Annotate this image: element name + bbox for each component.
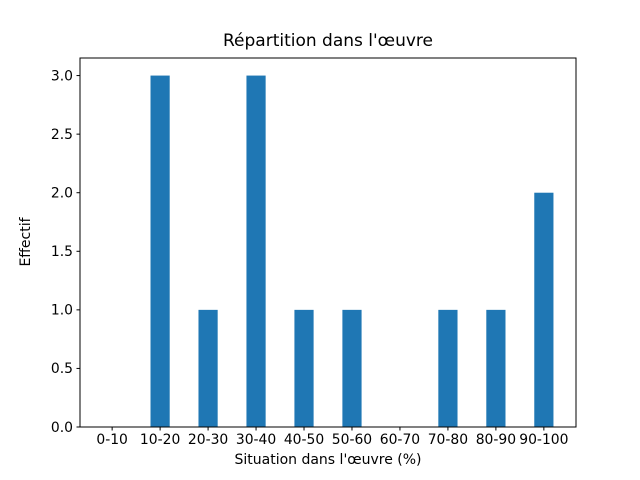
y-tick-label: 1.5 xyxy=(51,244,73,260)
axes-spines xyxy=(79,57,577,428)
bar-70-80 xyxy=(438,309,458,427)
bar-20-30 xyxy=(198,309,218,427)
x-tick-label: 0-10 xyxy=(96,432,128,448)
x-tick-label: 50-60 xyxy=(332,432,372,448)
y-tick-label: 3.0 xyxy=(51,68,73,84)
x-tick-label: 10-20 xyxy=(140,432,180,448)
x-tick-label: 20-30 xyxy=(188,432,228,448)
x-axis-label: Situation dans l'œuvre (%) xyxy=(234,452,422,468)
bar-30-40 xyxy=(246,75,266,427)
y-tick-label: 0.0 xyxy=(51,420,73,436)
y-axis-label: Effectif xyxy=(18,217,34,267)
bar-80-90 xyxy=(486,309,506,427)
x-tick-label: 80-90 xyxy=(476,432,516,448)
bar-90-100 xyxy=(534,192,554,427)
x-tick-label: 60-70 xyxy=(380,432,420,448)
x-tick-label: 40-50 xyxy=(284,432,324,448)
x-tick-label: 90-100 xyxy=(519,432,568,448)
chart-title: Répartition dans l'œuvre xyxy=(222,31,433,51)
bar-50-60 xyxy=(342,309,362,427)
y-tick-label: 2.5 xyxy=(51,127,73,143)
x-tick-label: 70-80 xyxy=(428,432,468,448)
bar-10-20 xyxy=(150,75,170,427)
y-tick-label: 1.0 xyxy=(51,303,73,319)
y-tick-label: 0.5 xyxy=(51,361,73,377)
y-tick-label: 2.0 xyxy=(51,186,73,202)
x-tick-label: 30-40 xyxy=(236,432,276,448)
bar-40-50 xyxy=(294,309,314,427)
